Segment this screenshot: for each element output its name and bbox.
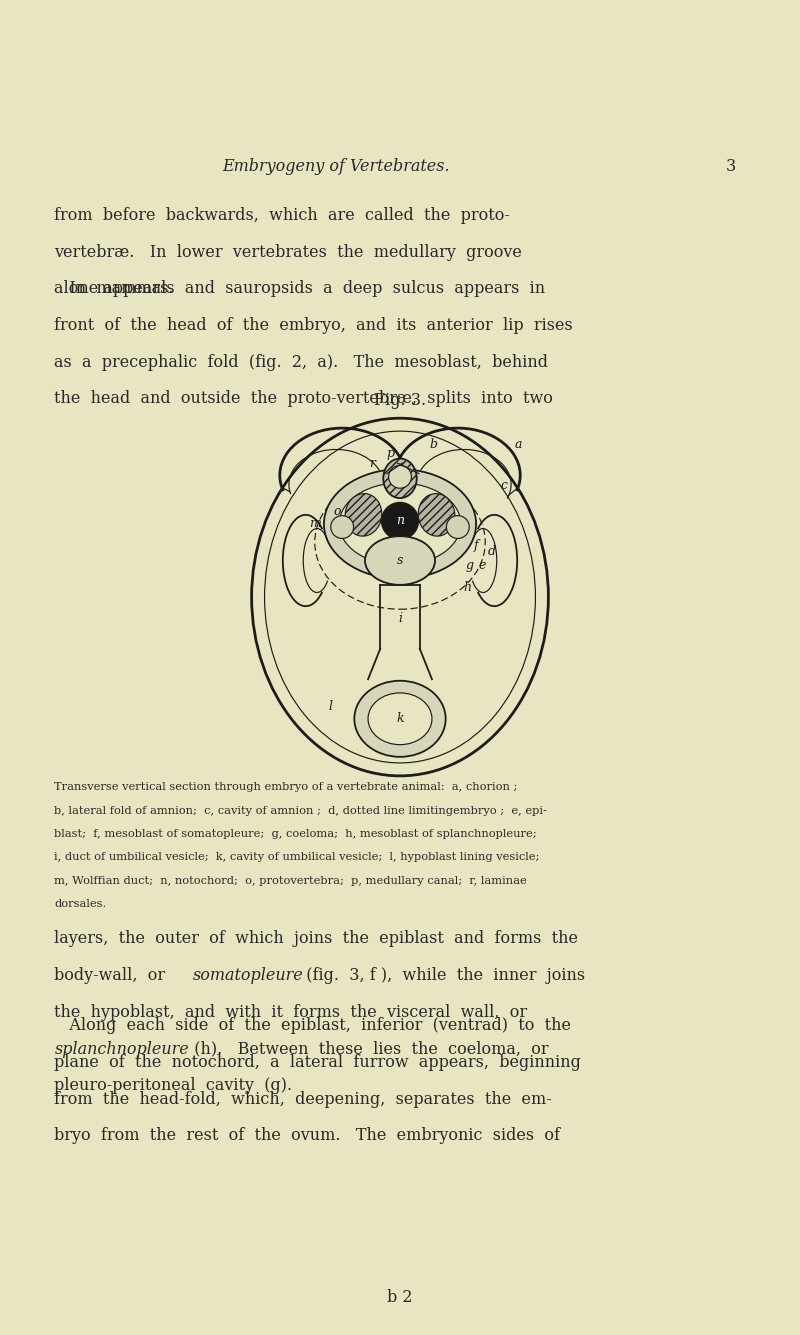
Text: Along  each  side  of  the  epiblast,  inferior  (ventrad)  to  the: Along each side of the epiblast, inferio… bbox=[54, 1017, 571, 1035]
Text: bryo  from  the  rest  of  the  ovum.   The  embryonic  sides  of: bryo from the rest of the ovum. The embr… bbox=[54, 1127, 560, 1144]
Text: c: c bbox=[500, 479, 507, 493]
Text: (h).   Between  these  lies  the  coeloma,  or: (h). Between these lies the coeloma, or bbox=[184, 1041, 549, 1057]
Text: blast;  f, mesoblast of somatopleure;  g, coeloma;  h, mesoblast of splanchnople: blast; f, mesoblast of somatopleure; g, … bbox=[54, 829, 537, 838]
Text: as  a  precephalic  fold  (fig.  2,  a).   The  mesoblast,  behind: as a precephalic fold (fig. 2, a). The m… bbox=[54, 354, 549, 371]
Text: o: o bbox=[334, 506, 342, 518]
Text: front  of  the  head  of  the  embryo,  and  its  anterior  lip  rises: front of the head of the embryo, and its… bbox=[54, 316, 573, 334]
Text: s: s bbox=[397, 554, 403, 567]
Text: k: k bbox=[396, 713, 404, 725]
Text: somatopleure: somatopleure bbox=[193, 967, 303, 984]
Ellipse shape bbox=[354, 681, 446, 757]
Text: dorsales.: dorsales. bbox=[54, 900, 106, 909]
Text: Embryogeny of Vertebrates.: Embryogeny of Vertebrates. bbox=[222, 158, 450, 175]
Text: vertebræ.   In  lower  vertebrates  the  medullary  groove: vertebræ. In lower vertebrates the medul… bbox=[54, 243, 522, 260]
Text: Fig. 3.: Fig. 3. bbox=[374, 392, 426, 410]
Text: g: g bbox=[466, 558, 474, 571]
Text: In  mammals  and  sauropsids  a  deep  sulcus  appears  in: In mammals and sauropsids a deep sulcus … bbox=[54, 280, 546, 298]
Text: (fig.  3, f ),  while  the  inner  joins: (fig. 3, f ), while the inner joins bbox=[296, 967, 586, 984]
Text: r: r bbox=[370, 457, 376, 470]
Text: a: a bbox=[515, 438, 522, 451]
Text: from  before  backwards,  which  are  called  the  proto-: from before backwards, which are called … bbox=[54, 207, 510, 224]
Text: alone appears.: alone appears. bbox=[54, 280, 174, 298]
Text: b: b bbox=[430, 438, 438, 451]
Text: plane  of  the  notochord,  a  lateral  furrow  appears,  beginning: plane of the notochord, a lateral furrow… bbox=[54, 1055, 582, 1071]
Ellipse shape bbox=[339, 483, 461, 565]
Ellipse shape bbox=[383, 458, 417, 498]
Text: the  head  and  outside  the  proto-vertebræ,  splits  into  two: the head and outside the proto-vertebræ,… bbox=[54, 390, 554, 407]
Text: from  the  head-fold,  which,  deepening,  separates  the  em-: from the head-fold, which, deepening, se… bbox=[54, 1091, 552, 1108]
Ellipse shape bbox=[345, 494, 382, 537]
Circle shape bbox=[446, 515, 470, 538]
Ellipse shape bbox=[418, 494, 455, 537]
Text: b 2: b 2 bbox=[387, 1288, 413, 1306]
Text: Transverse vertical section through embryo of a vertebrate animal:  a, chorion ;: Transverse vertical section through embr… bbox=[54, 782, 518, 792]
Text: e: e bbox=[478, 558, 486, 571]
Text: pleuro-peritoneal  cavity  (g).: pleuro-peritoneal cavity (g). bbox=[54, 1077, 293, 1095]
Text: m, Wolffian duct;  n, notochord;  o, protovertebra;  p, medullary canal;  r, lam: m, Wolffian duct; n, notochord; o, proto… bbox=[54, 876, 527, 885]
Circle shape bbox=[382, 503, 418, 539]
Ellipse shape bbox=[368, 693, 432, 745]
Text: n: n bbox=[396, 514, 404, 527]
Text: d: d bbox=[487, 545, 495, 558]
Text: m: m bbox=[309, 518, 321, 530]
Ellipse shape bbox=[324, 469, 476, 579]
Text: f: f bbox=[474, 539, 478, 551]
Text: splanchnopleure: splanchnopleure bbox=[54, 1041, 189, 1057]
Ellipse shape bbox=[365, 537, 435, 585]
Text: p: p bbox=[387, 447, 395, 461]
Text: l: l bbox=[328, 700, 332, 713]
Text: b, lateral fold of amnion;  c, cavity of amnion ;  d, dotted line limitingembryo: b, lateral fold of amnion; c, cavity of … bbox=[54, 805, 547, 816]
Text: i, duct of umbilical vesicle;  k, cavity of umbilical vesicle;  l, hypoblast lin: i, duct of umbilical vesicle; k, cavity … bbox=[54, 853, 540, 862]
Text: body-wall,  or: body-wall, or bbox=[54, 967, 176, 984]
Text: 3: 3 bbox=[726, 158, 736, 175]
Text: h: h bbox=[463, 582, 471, 594]
Text: layers,  the  outer  of  which  joins  the  epiblast  and  forms  the: layers, the outer of which joins the epi… bbox=[54, 930, 578, 948]
Text: i: i bbox=[398, 611, 402, 625]
Text: the  hypoblast,  and  with  it  forms  the  visceral  wall,  or: the hypoblast, and with it forms the vis… bbox=[54, 1004, 527, 1021]
Circle shape bbox=[389, 466, 411, 489]
Circle shape bbox=[330, 515, 354, 538]
